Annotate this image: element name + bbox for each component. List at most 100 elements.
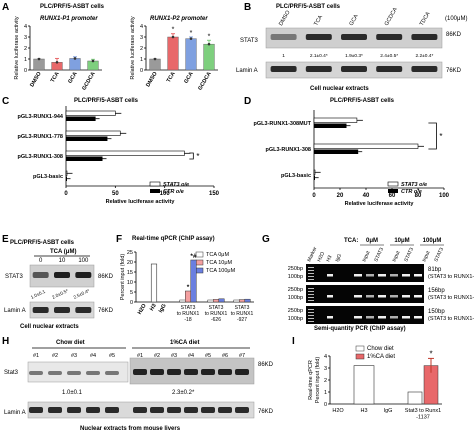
y-tick-label: 25 (127, 250, 133, 256)
lamin-band (167, 407, 181, 413)
panel-a-left-promoter: RUNX1-P1 promoter (40, 16, 98, 22)
legend-label: TCA 10μM (206, 260, 233, 266)
legend-label: Chow diet (367, 346, 394, 352)
lamin-band (54, 307, 70, 313)
ctr-bar (314, 123, 347, 128)
y-tick-label: 1 (140, 57, 143, 63)
bar (190, 259, 197, 303)
bar-chow (407, 391, 423, 405)
bar (239, 299, 245, 303)
sub-label: STAT3 (433, 247, 445, 263)
panel-e-cell-title: PLC/PRF/5-ASBT cells (10, 240, 75, 246)
stat3-band (75, 272, 92, 278)
x-category-label-line: STAT3 (181, 305, 196, 311)
panel-i-chart: 0 1 2 3 4 Real-time qPCR Percent input (fold) C… (308, 345, 442, 421)
x-tick-label: 50 (112, 191, 119, 197)
x-category-label-line: STAT3 (209, 305, 224, 311)
lane-label: #4 (188, 353, 194, 359)
x-category-label-line: to RUNX1 (205, 311, 228, 317)
lane-label: H3 (325, 254, 333, 263)
ladder-band (308, 276, 314, 277)
legend-label: TCA 0μM (206, 252, 229, 258)
sub-label: Input (421, 250, 431, 263)
panel-e-size-stat3: 86KD (98, 274, 114, 280)
x-category-label: STAT3 to RUNX1 -18 (177, 305, 200, 323)
lamin-band (32, 307, 49, 313)
lane-label: #2 (52, 353, 58, 359)
sub-label: STAT3 (403, 247, 415, 263)
x-tick-label: 100 (160, 191, 171, 197)
panel-e-stat3-bands (32, 272, 92, 278)
stat3-band (411, 34, 438, 40)
legend-swatch (355, 345, 365, 352)
panel-b-size-stat3: 86KD (446, 32, 462, 38)
bar (185, 290, 191, 303)
panel-h-size-lamin: 76KD (258, 409, 274, 415)
panel-letter-e: E (2, 234, 9, 245)
ratio-label: 2.2±0.4* (415, 53, 433, 59)
lane-label: #6 (222, 353, 228, 359)
bar-dot (73, 57, 77, 60)
bp-top: 250bp (288, 287, 303, 293)
stat3-band (305, 34, 332, 40)
ladder-band (308, 291, 314, 292)
x-category-label: DMSO (145, 70, 159, 88)
panel-b-cell-title: PLC/PRF/5-ASBT cells (276, 4, 341, 10)
stat3-bar (65, 130, 121, 136)
panel-letter-i: I (292, 336, 295, 347)
lamin-band (133, 407, 147, 413)
panel-h-caption: Nuclear extracts from mouse livers (80, 426, 181, 432)
panel-b-lamin-bands (270, 66, 438, 72)
sub-label: STAT3 (373, 247, 385, 263)
construct-label: pGL3-RUNX1-944 (17, 114, 63, 120)
x-tick-label: 20 (337, 193, 344, 199)
bar (33, 58, 45, 71)
panel-b-concentration: (100μM) (445, 16, 467, 22)
panel-e-stat3-label: STAT3 (5, 274, 23, 280)
legend-swatch (195, 251, 204, 258)
lamin-band (75, 307, 92, 313)
x-category-label: H2O (137, 302, 148, 315)
x-tick-label: 40 (363, 193, 370, 199)
legend-label: TCA 100μM (206, 268, 236, 274)
y-tick-label: 15 (127, 270, 133, 276)
panel-letter-b: B (244, 2, 251, 13)
x-category-label-line: Stat3 to Runx1 (405, 408, 441, 414)
x-category-label: GCA (183, 71, 194, 85)
sample-band (378, 274, 386, 277)
lamin-band (270, 66, 297, 72)
x-category-label: TCA (50, 71, 61, 84)
h3-band (327, 274, 333, 277)
ladder-band (308, 288, 314, 289)
group-label: 0μM (366, 238, 378, 244)
lane-label: #3 (171, 353, 177, 359)
x-tick-label: 80 (415, 193, 422, 199)
x-category-label: H2O (332, 408, 344, 414)
bar-h3 (353, 365, 375, 405)
lane-label: #3 (71, 353, 77, 359)
y-axis-label: Relative luciferase activity (130, 16, 136, 80)
y-tick-label: 3 (24, 35, 27, 41)
ladder-band (308, 279, 314, 280)
significance-bracket (189, 152, 194, 160)
ladder-band (308, 270, 314, 271)
panel-h-lane-labels: #1 #2 #3 #4 #5 #1 #2 #3 #4 #5 #6 #7 (33, 353, 245, 359)
stat3-band (133, 369, 147, 375)
x-category-label-line: -626 (211, 317, 221, 323)
lane-label: IgG (334, 253, 343, 263)
ladder-band (308, 297, 314, 298)
tca-label: TCA: (344, 238, 358, 244)
lane-label: TCA (313, 14, 324, 27)
panel-b-stat3-label: STAT3 (240, 38, 258, 44)
ctr-bar (66, 156, 103, 161)
x-category-label-line: IgG (384, 408, 393, 414)
y-tick-label: 0 (324, 402, 327, 408)
y-tick-label: 2 (140, 46, 143, 52)
sample-band (414, 274, 422, 277)
panel-f: F Real-time qPCR (ChIP assay) 0 5 10 15 20 25… (116, 234, 254, 323)
bar (207, 299, 214, 303)
sample-band (402, 316, 410, 319)
panel-g-caption: Semi-quantity PCR (ChIP assay) (314, 326, 406, 332)
